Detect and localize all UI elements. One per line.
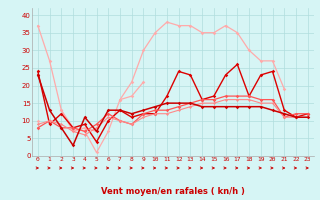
Text: Vent moyen/en rafales ( kn/h ): Vent moyen/en rafales ( kn/h ) <box>101 187 245 196</box>
